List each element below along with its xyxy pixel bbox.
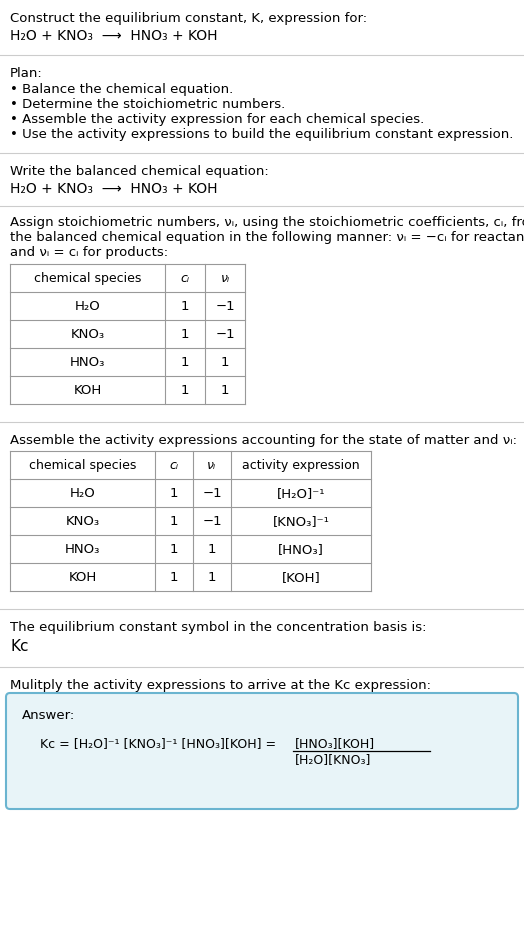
Text: H₂O: H₂O (70, 487, 95, 500)
Text: 1: 1 (181, 300, 189, 313)
Text: 1: 1 (170, 487, 178, 500)
Text: νᵢ: νᵢ (221, 272, 230, 285)
Text: Mulitply the activity expressions to arrive at the Kᴄ expression:: Mulitply the activity expressions to arr… (10, 679, 431, 692)
Text: the balanced chemical equation in the following manner: νᵢ = −cᵢ for reactants: the balanced chemical equation in the fo… (10, 231, 524, 244)
Text: chemical species: chemical species (34, 272, 141, 285)
Text: 1: 1 (208, 571, 216, 584)
Text: • Balance the chemical equation.: • Balance the chemical equation. (10, 83, 233, 96)
Text: 1: 1 (170, 515, 178, 528)
Text: KOH: KOH (68, 571, 96, 584)
Text: Assign stoichiometric numbers, νᵢ, using the stoichiometric coefficients, cᵢ, fr: Assign stoichiometric numbers, νᵢ, using… (10, 216, 524, 229)
Text: 1: 1 (208, 543, 216, 556)
Text: Write the balanced chemical equation:: Write the balanced chemical equation: (10, 165, 269, 178)
Text: chemical species: chemical species (29, 459, 136, 472)
Text: 1: 1 (181, 328, 189, 341)
Text: [HNO₃]: [HNO₃] (278, 543, 324, 556)
Text: KNO₃: KNO₃ (70, 328, 105, 341)
Text: νᵢ: νᵢ (208, 459, 216, 472)
Text: H₂O + KNO₃  ⟶  HNO₃ + KOH: H₂O + KNO₃ ⟶ HNO₃ + KOH (10, 29, 217, 43)
Text: −1: −1 (215, 328, 235, 341)
Text: −1: −1 (215, 300, 235, 313)
Text: Kᴄ = [H₂O]⁻¹ [KNO₃]⁻¹ [HNO₃][KOH] =: Kᴄ = [H₂O]⁻¹ [KNO₃]⁻¹ [HNO₃][KOH] = (40, 737, 280, 750)
Text: KNO₃: KNO₃ (66, 515, 100, 528)
Text: 1: 1 (181, 384, 189, 397)
Text: [KNO₃]⁻¹: [KNO₃]⁻¹ (272, 515, 330, 528)
Text: • Determine the stoichiometric numbers.: • Determine the stoichiometric numbers. (10, 98, 285, 111)
Text: Plan:: Plan: (10, 67, 43, 80)
Text: Kᴄ: Kᴄ (10, 639, 28, 654)
Text: activity expression: activity expression (242, 459, 360, 472)
Text: Assemble the activity expressions accounting for the state of matter and νᵢ:: Assemble the activity expressions accoun… (10, 434, 517, 447)
Text: cᵢ: cᵢ (180, 272, 190, 285)
Text: H₂O + KNO₃  ⟶  HNO₃ + KOH: H₂O + KNO₃ ⟶ HNO₃ + KOH (10, 182, 217, 196)
Text: 1: 1 (170, 543, 178, 556)
Text: • Use the activity expressions to build the equilibrium constant expression.: • Use the activity expressions to build … (10, 128, 514, 141)
Text: cᵢ: cᵢ (169, 459, 179, 472)
Text: −1: −1 (202, 487, 222, 500)
Text: KOH: KOH (73, 384, 102, 397)
Text: [KOH]: [KOH] (281, 571, 320, 584)
Text: 1: 1 (221, 384, 230, 397)
Text: [H₂O][KNO₃]: [H₂O][KNO₃] (295, 753, 372, 766)
Text: and νᵢ = cᵢ for products:: and νᵢ = cᵢ for products: (10, 246, 168, 259)
Text: HNO₃: HNO₃ (65, 543, 100, 556)
Text: • Assemble the activity expression for each chemical species.: • Assemble the activity expression for e… (10, 113, 424, 126)
Text: Construct the equilibrium constant, K, expression for:: Construct the equilibrium constant, K, e… (10, 12, 367, 25)
Text: The equilibrium constant symbol in the concentration basis is:: The equilibrium constant symbol in the c… (10, 621, 427, 634)
Text: 1: 1 (170, 571, 178, 584)
Text: −1: −1 (202, 515, 222, 528)
FancyBboxPatch shape (6, 693, 518, 809)
Text: HNO₃: HNO₃ (70, 356, 105, 369)
Text: [H₂O]⁻¹: [H₂O]⁻¹ (277, 487, 325, 500)
Text: 1: 1 (221, 356, 230, 369)
Text: Answer:: Answer: (22, 709, 75, 722)
Text: H₂O: H₂O (74, 300, 101, 313)
Text: 1: 1 (181, 356, 189, 369)
Text: [HNO₃][KOH]: [HNO₃][KOH] (295, 737, 375, 750)
